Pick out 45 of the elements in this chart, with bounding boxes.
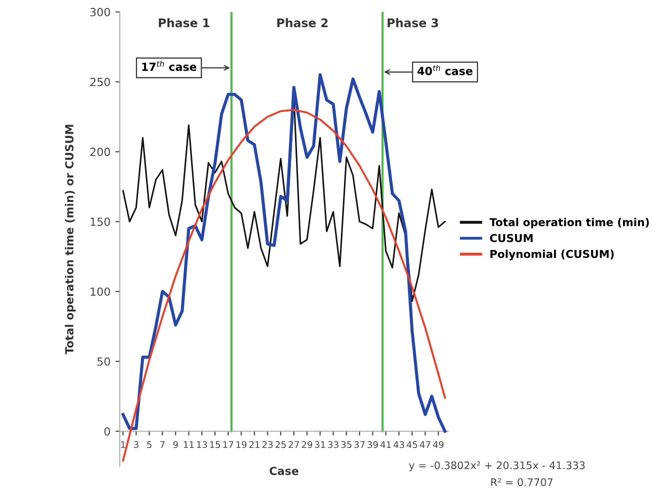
x-tick-label: 11 bbox=[184, 441, 194, 448]
x-tick-label: 49 bbox=[432, 441, 444, 448]
x-tick-label: 37 bbox=[354, 441, 365, 448]
x-tick-label: 33 bbox=[328, 441, 338, 448]
y-tick-label: 200 bbox=[90, 148, 110, 156]
y-tick-label: 250 bbox=[90, 78, 110, 86]
x-tick-label: 31 bbox=[314, 441, 326, 448]
x-tick-label: 27 bbox=[288, 441, 299, 448]
legend-label: CUSUM bbox=[490, 234, 533, 242]
x-tick-label: 43 bbox=[394, 441, 404, 448]
annotation: Phase 3 bbox=[388, 18, 438, 28]
x-tick-label: 21 bbox=[249, 441, 260, 448]
annotation: 40$^{th}$ case bbox=[418, 64, 472, 76]
legend-label: Polynomial (CUSUM) bbox=[490, 250, 614, 260]
y-tick-label: 0 bbox=[104, 427, 110, 436]
annotation: Phase 2 bbox=[277, 18, 328, 28]
x-tick-label: 13 bbox=[197, 441, 207, 448]
x-tick-label: 15 bbox=[210, 441, 220, 448]
x-tick-label: 35 bbox=[341, 441, 352, 448]
x-tick-label: 25 bbox=[276, 441, 286, 448]
x-axis-title: Case bbox=[270, 466, 298, 476]
x-tick-label: 3 bbox=[134, 441, 138, 448]
x-tick-label: 19 bbox=[236, 441, 246, 448]
annotation: y = -0.3802x² + 20.315x - 41.333 bbox=[408, 461, 585, 472]
legend-label: Total operation time (min) bbox=[490, 218, 649, 228]
annotation: 17$^{th}$ case bbox=[142, 60, 196, 71]
x-tick-label: 1 bbox=[121, 441, 126, 448]
text: R² = 0.7707 bbox=[491, 478, 553, 486]
y-tick-label: 50 bbox=[97, 357, 110, 366]
x-tick-label: 17 bbox=[223, 441, 234, 448]
annotation: Phase 1 bbox=[158, 18, 210, 28]
x-tick-label: 47 bbox=[420, 441, 430, 448]
y-axis-title: Total operation time (min) or CUSUM bbox=[64, 124, 76, 354]
x-tick-label: 5 bbox=[147, 441, 152, 448]
x-tick-label: 9 bbox=[173, 441, 178, 448]
x-tick-label: 39 bbox=[368, 441, 378, 448]
x-tick-label: 23 bbox=[262, 441, 273, 448]
y-tick-label: 150 bbox=[90, 218, 110, 226]
y-tick-label: 100 bbox=[90, 287, 110, 296]
x-tick-label: 41 bbox=[380, 441, 391, 448]
x-tick-label: 7 bbox=[160, 441, 165, 448]
line-series bbox=[122, 108, 446, 462]
y-tick-label: 300 bbox=[90, 8, 110, 16]
x-tick-label: 45 bbox=[406, 441, 418, 448]
x-tick-label: 29 bbox=[302, 441, 312, 448]
